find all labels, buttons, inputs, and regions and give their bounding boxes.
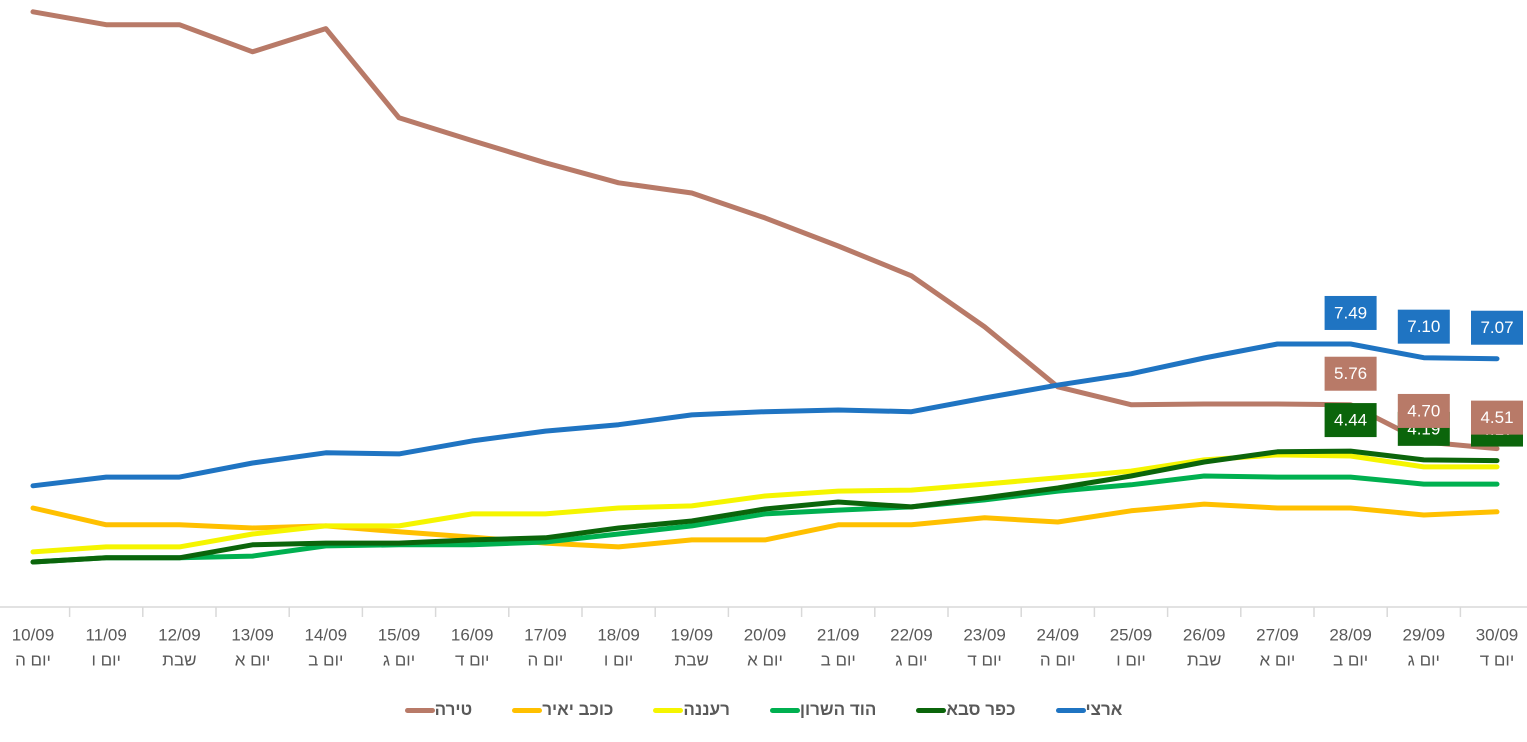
data-label-box: [1471, 400, 1523, 435]
x-tick-sublabel: יום ו: [604, 650, 634, 669]
data-label-box: [1471, 310, 1523, 345]
series-line: [30, 341, 1500, 489]
x-tick-sublabel: יום ו: [1116, 650, 1146, 669]
x-tick-label: 23/09: [963, 625, 1006, 644]
legend-label: כוכב יאיר: [542, 700, 614, 719]
x-tick-label: 17/09: [524, 625, 567, 644]
x-tick-label: 19/09: [671, 625, 714, 644]
x-tick-sublabel: יום ד: [455, 650, 490, 669]
x-tick-label: 16/09: [451, 625, 494, 644]
data-label: 7.10: [1397, 309, 1450, 344]
x-tick-label: 29/09: [1403, 625, 1446, 644]
x-tick-sublabel: שבת: [675, 650, 709, 669]
legend-item: כפר סבא: [916, 700, 1016, 720]
legend-item: רעננה: [653, 700, 730, 720]
legend-swatch: [653, 707, 684, 713]
data-label: 4.51: [1471, 400, 1523, 435]
data-label-box: [1324, 403, 1377, 438]
x-tick-label: 20/09: [744, 625, 787, 644]
legend-item: טירה: [404, 700, 473, 720]
x-tick-label: 14/09: [305, 625, 348, 644]
legend-label: טירה: [434, 700, 473, 719]
legend-label: כפר סבא: [946, 700, 1016, 719]
x-tick-label: 15/09: [378, 625, 421, 644]
x-tick-label: 24/09: [1037, 625, 1080, 644]
legend-label: רעננה: [683, 700, 730, 719]
legend-swatch: [916, 707, 947, 713]
x-tick-sublabel: יום ה: [1040, 650, 1076, 669]
data-label: 5.76: [1324, 356, 1377, 391]
chart: 10/09 יום ה 11/09 יום ו 12/09 שבת 13/09 יום א 14…: [0, 9, 1527, 669]
legend-item: ארצי: [1055, 700, 1123, 720]
legend-swatch: [404, 707, 435, 713]
data-label-box: [1397, 309, 1450, 344]
series-line: [30, 448, 1500, 565]
x-tick-sublabel: שבת: [162, 650, 196, 669]
x-tick-sublabel: יום ד: [1480, 650, 1515, 669]
legend-swatch: [512, 707, 543, 713]
x-tick-sublabel: יום ג: [895, 650, 927, 669]
x-tick-sublabel: יום ג: [383, 650, 415, 669]
x-tick-label: 10/09: [12, 625, 55, 644]
x-tick-sublabel: יום ב: [821, 650, 856, 669]
data-label-box: [1397, 393, 1450, 428]
legend-label: הוד השרון: [799, 700, 877, 719]
legend-label: ארצי: [1085, 700, 1123, 719]
x-tick-sublabel: יום ה: [15, 650, 51, 669]
legend-swatch: [769, 707, 800, 713]
x-tick-label: 21/09: [817, 625, 860, 644]
data-label: 7.49: [1324, 295, 1377, 330]
x-tick-label: 25/09: [1110, 625, 1153, 644]
data-label: 4.70: [1397, 393, 1450, 428]
x-tick-label: 18/09: [597, 625, 640, 644]
data-label-text: 4.51: [1480, 408, 1513, 427]
legend: ארצי כפר סבא הוד השרון רעננה כוכב יאיר טירה: [0, 700, 1527, 720]
x-tick-label: 22/09: [890, 625, 933, 644]
legend-item: הוד השרון: [769, 700, 877, 720]
series-line: [30, 501, 1500, 550]
series-line: [30, 473, 1500, 565]
x-tick-label: 13/09: [231, 625, 274, 644]
x-tick-label: 30/09: [1476, 625, 1519, 644]
data-label: 4.44: [1324, 403, 1377, 438]
x-tick-sublabel: יום ד: [967, 650, 1002, 669]
legend-item: כוכב יאיר: [512, 700, 613, 720]
x-tick-sublabel: יום א: [747, 650, 783, 669]
x-tick-label: 12/09: [158, 625, 201, 644]
x-tick-sublabel: יום ג: [1408, 650, 1440, 669]
x-tick-sublabel: שבת: [1187, 650, 1221, 669]
data-label-box: [1324, 295, 1377, 330]
x-tick-sublabel: יום א: [1260, 650, 1296, 669]
data-label-text: 7.49: [1334, 303, 1367, 322]
x-tick-label: 26/09: [1183, 625, 1226, 644]
legend-swatch: [1055, 707, 1086, 713]
x-tick-label: 28/09: [1329, 625, 1372, 644]
data-label-text: 7.07: [1480, 318, 1513, 337]
x-tick-sublabel: יום ב: [1333, 650, 1368, 669]
x-tick-label: 11/09: [86, 625, 127, 644]
x-tick-sublabel: יום ו: [91, 650, 121, 669]
series-line: [30, 9, 1500, 452]
x-tick-sublabel: יום א: [235, 650, 271, 669]
data-label-text: 7.10: [1407, 317, 1440, 336]
x-tick-label: 27/09: [1256, 625, 1299, 644]
data-label: 7.07: [1471, 310, 1523, 345]
data-label-box: [1324, 356, 1377, 391]
x-tick-sublabel: יום ב: [308, 650, 343, 669]
data-label-text: 5.76: [1334, 364, 1367, 383]
data-label-text: 4.44: [1334, 411, 1367, 430]
data-label-text: 4.70: [1407, 401, 1440, 420]
x-tick-sublabel: יום ה: [527, 650, 563, 669]
